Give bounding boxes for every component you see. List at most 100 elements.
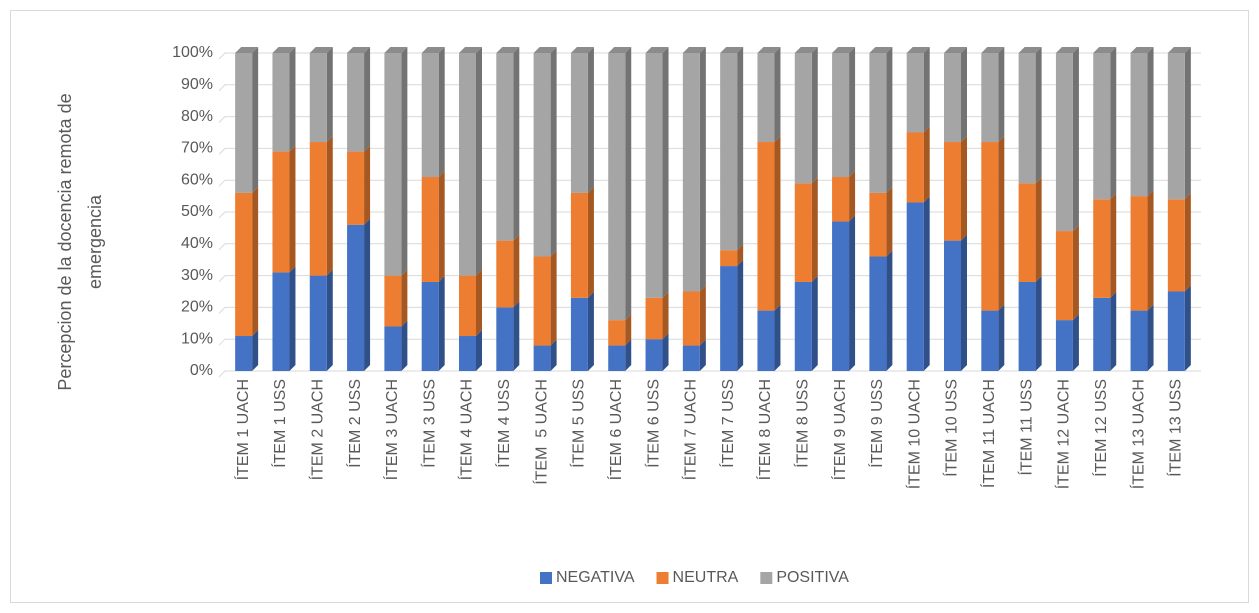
bar-segment [682, 291, 700, 346]
bar-segment [1093, 297, 1111, 371]
bar-segment [645, 53, 663, 298]
bar-top [421, 47, 445, 53]
x-tick-label: ÍTEM 11 USS [1016, 379, 1035, 476]
bar-segment [459, 53, 476, 276]
x-tick-label: ÍTEM 3 USS [419, 379, 438, 468]
x-tick-label: ÍTEM 1 UACH [233, 379, 252, 480]
bar-side [1147, 304, 1154, 371]
bar-segment [421, 281, 439, 371]
bar-side [662, 291, 669, 340]
bar-top [570, 47, 594, 53]
y-tick-label: 80% [181, 108, 213, 125]
bar-segment [682, 345, 700, 371]
bar-side [1110, 47, 1117, 200]
bar-segment [309, 53, 327, 143]
bar-segment [720, 250, 738, 267]
bar-side [513, 301, 520, 371]
x-tick-label: ÍTEM 6 UACH [606, 379, 625, 480]
bar-side [662, 333, 669, 371]
bar-side [401, 320, 408, 371]
bar-top [832, 47, 856, 53]
y-tick-label: 0% [190, 362, 213, 379]
bar-segment [981, 142, 999, 311]
x-tick-label: ÍTEM 13 UACH [1128, 379, 1147, 489]
bar-side [476, 269, 482, 337]
bar-top [757, 47, 781, 53]
x-tick-label: ÍTEM 12 USS [1091, 379, 1110, 477]
bar-segment [1055, 53, 1073, 232]
bar-side [1184, 285, 1191, 371]
bar-segment [1055, 320, 1073, 371]
bar-segment [944, 142, 961, 241]
bar-side [961, 234, 967, 371]
x-tick-label: ÍTEM 7 USS [718, 379, 737, 468]
bar-top [459, 47, 482, 53]
bar-side [737, 47, 744, 251]
bar-top [981, 47, 1005, 53]
bar-segment [682, 53, 700, 292]
bar-segment [496, 53, 514, 241]
chart-border [10, 10, 1249, 603]
bar-segment [347, 53, 365, 152]
bar-segment [1167, 291, 1185, 371]
bar-segment [384, 53, 402, 276]
bar-top [1130, 47, 1154, 53]
bar-segment [832, 177, 850, 222]
bar-side [811, 177, 818, 282]
y-tick-label: 10% [181, 330, 213, 347]
legend-swatch [760, 572, 773, 584]
bar-side [998, 47, 1005, 143]
bar-side [326, 136, 333, 276]
bar-segment [981, 310, 999, 371]
bar-side [550, 47, 557, 257]
bar-side [252, 186, 259, 337]
bar-segment [272, 151, 290, 273]
bar-segment [570, 53, 588, 193]
bar-side [699, 339, 706, 371]
bar-side [438, 47, 445, 178]
bar-side [737, 260, 744, 371]
bar-side [699, 285, 706, 346]
bar-side [364, 47, 371, 152]
bar-side [1035, 47, 1042, 184]
bar-segment [1130, 196, 1148, 311]
bar-segment [944, 53, 961, 143]
bar-side [625, 314, 632, 346]
x-tick-label: ÍTEM 3 UACH [382, 379, 401, 480]
bar-segment [235, 192, 253, 337]
bar-segment [533, 53, 551, 257]
bar-side [998, 136, 1005, 311]
bar-segment [533, 345, 551, 371]
bar-segment [272, 272, 290, 371]
bar-side [1184, 193, 1191, 292]
bar-side [587, 186, 594, 298]
bar-segment [869, 256, 887, 371]
bar-segment [608, 320, 626, 346]
bar-segment [347, 224, 365, 371]
bar-side [1110, 193, 1117, 298]
bar-top [1018, 47, 1042, 53]
bar-top [1093, 47, 1117, 53]
bar-side [513, 234, 520, 308]
bar-segment [1055, 231, 1073, 321]
bar-segment [1167, 199, 1185, 292]
legend-swatch [656, 572, 669, 584]
bar-top [533, 47, 557, 53]
bar-segment [1130, 53, 1148, 197]
bar-segment [1093, 199, 1111, 298]
bar-segment [869, 53, 887, 193]
bar-top [720, 47, 744, 53]
bar-top [645, 47, 669, 53]
bar-segment [235, 336, 253, 371]
y-tick-label: 100% [172, 44, 213, 61]
bar-side [1072, 314, 1079, 371]
bar-top [682, 47, 706, 53]
bar-segment [533, 256, 551, 346]
y-tick-label: 90% [181, 76, 213, 93]
grid-line [218, 370, 1201, 378]
bar-side [1072, 47, 1079, 232]
bar-side [811, 47, 818, 184]
bar-side [438, 171, 445, 282]
bar-segment [720, 266, 738, 371]
